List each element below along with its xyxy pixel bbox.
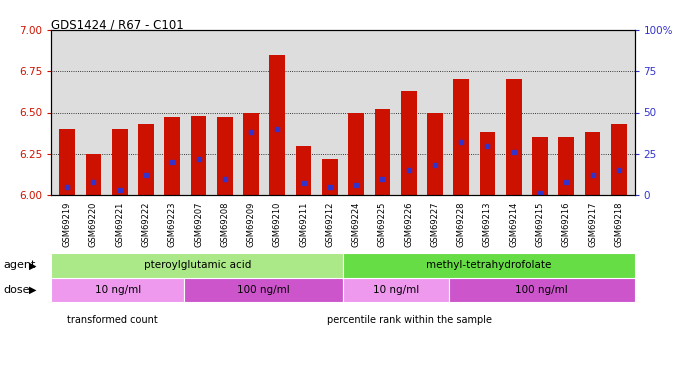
Bar (375, 109, 390, 195)
Text: ▶: ▶ (29, 260, 36, 270)
Bar (506, 80, 521, 195)
Bar (51, 253, 343, 278)
Text: transformed count: transformed count (67, 315, 157, 325)
Text: 10 ng/ml: 10 ng/ml (373, 285, 419, 295)
Text: 10 ng/ml: 10 ng/ml (95, 285, 141, 295)
Bar (343, 253, 635, 278)
Bar (112, 129, 128, 195)
Bar (611, 124, 627, 195)
Bar (401, 91, 416, 195)
Text: ▶: ▶ (29, 285, 36, 295)
Bar (138, 124, 154, 195)
Bar (217, 117, 233, 195)
Bar (59, 129, 75, 195)
Text: percentile rank within the sample: percentile rank within the sample (327, 315, 493, 325)
Bar (427, 112, 442, 195)
Text: agent: agent (3, 260, 36, 270)
Bar (449, 278, 635, 302)
Text: 100 ng/ml: 100 ng/ml (515, 285, 568, 295)
Bar (191, 116, 206, 195)
Text: dose: dose (3, 285, 30, 295)
Bar (322, 159, 338, 195)
Bar (184, 278, 343, 302)
Bar (51, 278, 184, 302)
Bar (480, 132, 495, 195)
Text: pteroylglutamic acid: pteroylglutamic acid (143, 260, 251, 270)
Text: 100 ng/ml: 100 ng/ml (237, 285, 290, 295)
Bar (584, 132, 600, 195)
Bar (244, 112, 259, 195)
Bar (558, 137, 574, 195)
Bar (453, 80, 469, 195)
Bar (532, 137, 548, 195)
Bar (296, 146, 311, 195)
Bar (86, 154, 102, 195)
Text: GDS1424 / R67 - C101: GDS1424 / R67 - C101 (51, 19, 185, 32)
Bar (165, 117, 180, 195)
Bar (348, 112, 364, 195)
Text: methyl-tetrahydrofolate: methyl-tetrahydrofolate (426, 260, 552, 270)
Bar (270, 55, 285, 195)
Bar (343, 278, 449, 302)
